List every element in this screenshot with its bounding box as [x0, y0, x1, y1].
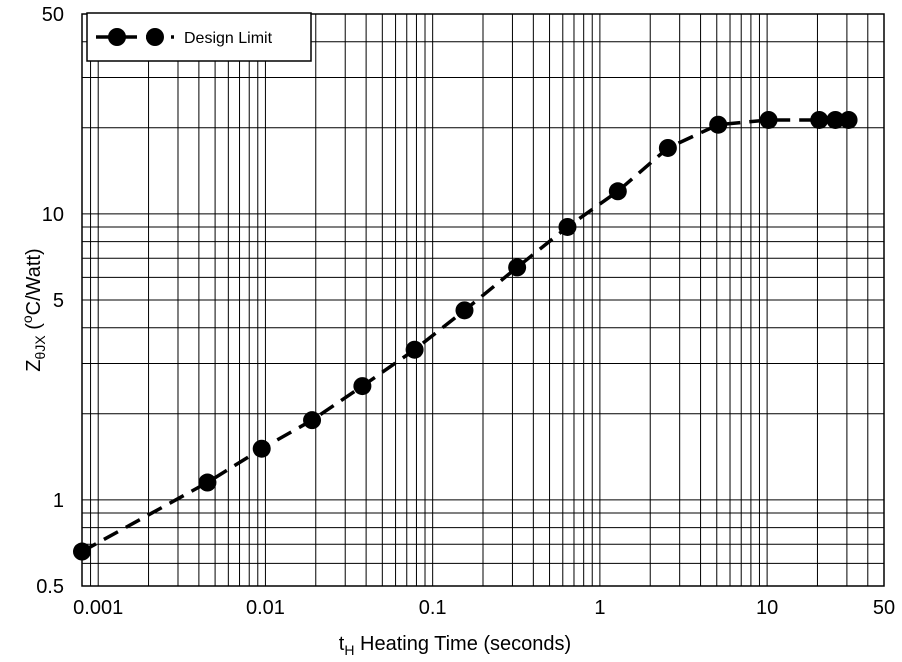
data-point: [508, 258, 527, 277]
legend-marker: [108, 28, 126, 46]
x-axis-title-rest: Heating Time (seconds): [354, 633, 571, 655]
x-axis-title-subscript: H: [344, 642, 354, 658]
y-axis-title-rest: C/Watt): [23, 248, 45, 315]
legend: Design Limit: [86, 12, 312, 62]
y-axis-title: ZθJX (oC/Watt): [19, 248, 48, 371]
data-point: [198, 473, 217, 492]
data-point: [405, 340, 424, 359]
x-tick-label: 10: [756, 597, 778, 619]
legend-marker: [146, 28, 164, 46]
x-tick-label: 1: [594, 597, 605, 619]
x-tick-label: 50: [873, 597, 895, 619]
data-point: [353, 377, 372, 396]
data-point: [810, 110, 829, 129]
data-point: [709, 115, 728, 134]
data-point: [252, 439, 271, 458]
data-point: [303, 411, 322, 430]
x-axis-title-prefix: t: [339, 633, 345, 655]
data-point: [558, 217, 577, 236]
y-axis-title-superscript: o: [19, 315, 35, 323]
series-line: [81, 118, 849, 554]
y-axis-title-mid: (: [23, 323, 45, 336]
y-tick-label: 5: [53, 290, 64, 312]
x-tick-label: 0.01: [246, 597, 285, 619]
data-point: [608, 182, 627, 201]
y-tick-label: 50: [42, 4, 64, 26]
plot-frame: [81, 13, 885, 587]
y-tick-label: 1: [53, 490, 64, 512]
y-axis-title-subscript: θJX: [32, 335, 48, 360]
series-layer: [73, 110, 858, 561]
legend-label: Design Limit: [184, 30, 273, 47]
y-tick-label: 10: [42, 204, 64, 226]
x-axis-title: tH Heating Time (seconds): [339, 633, 571, 658]
x-tick-label: 0.001: [73, 597, 123, 619]
y-tick-label: 0.5: [36, 576, 64, 598]
x-tick-label: 0.1: [419, 597, 447, 619]
data-point: [826, 110, 845, 129]
data-point: [839, 110, 858, 129]
data-point: [658, 138, 677, 157]
data-point: [455, 301, 474, 320]
tick-labels: 0.001 0.01 0.1 1 10 50 0.5 1 5 10 50: [36, 4, 895, 619]
y-axis-title-prefix: Z: [23, 359, 45, 371]
data-point: [759, 110, 778, 129]
